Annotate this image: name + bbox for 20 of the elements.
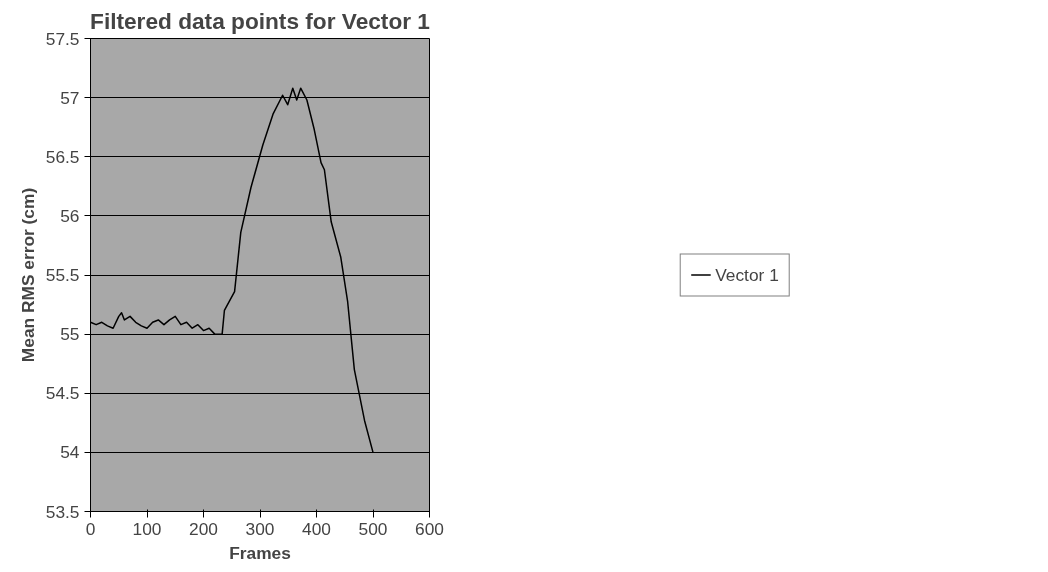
y-tick-label: 57.5 <box>45 28 80 49</box>
x-axis-title: Frames <box>229 542 291 563</box>
y-tick-label: 53.5 <box>45 501 80 522</box>
x-tick-label: 400 <box>302 518 331 539</box>
y-tick-label: 56 <box>60 205 80 226</box>
y-tick-label: 57 <box>60 87 80 108</box>
x-tick-label: 500 <box>358 518 388 539</box>
y-tick-label: 56.5 <box>45 146 80 167</box>
x-tick-label: 0 <box>85 518 96 539</box>
y-tick-label: 55.5 <box>45 265 80 285</box>
y-tick-label: 54 <box>60 442 80 463</box>
y-tick-label: 55 <box>60 324 80 345</box>
x-tick-label: 100 <box>132 518 162 539</box>
x-tick-label: 300 <box>245 518 275 539</box>
chart-title: Filtered data points for Vector 1 <box>90 7 430 34</box>
legend-label: Vector 1 <box>715 264 779 285</box>
y-axis-title: Mean RMS error (cm) <box>17 187 38 363</box>
y-tick-label: 54.5 <box>45 383 80 404</box>
x-tick-label: 200 <box>189 518 218 539</box>
x-tick-label: 600 <box>415 518 444 539</box>
